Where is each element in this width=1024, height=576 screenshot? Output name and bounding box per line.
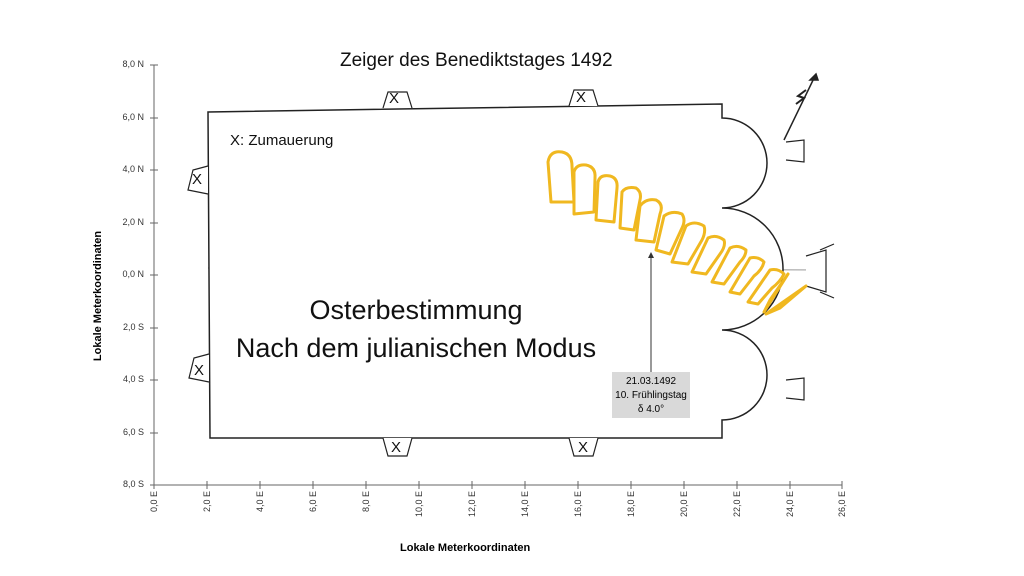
heading-line-2: Nach dem julianischen Modus [235,333,597,363]
wall-mark: X [194,362,205,379]
chart-title: Zeiger des Benediktstages 1492 [340,50,613,71]
niche-right-2 [785,377,805,401]
niche-right-3 [805,249,827,293]
y-tick-label: 6,0 N [122,112,144,122]
y-tick-label: 2,0 S [122,322,144,332]
niche-bottom-1 [382,437,413,457]
x-tick-label: 20,0 E [679,491,689,518]
heading-line-1: Osterbestimmung [309,295,523,325]
callout-arrowhead [648,252,654,258]
x-tick-label: 14,0 E [520,491,530,518]
y-axis-title: Lokale Meterkoordinaten [92,230,104,362]
date-callout: 21.03.1492 10. Frühlingstag δ 4.0° [612,372,690,418]
callout-day: 10. Frühlingstag [615,390,687,401]
x-tick-label: 0,0 E [149,491,159,513]
wall-mark: X [192,171,203,188]
niche-left-2 [188,353,210,383]
wall-mark: X [389,90,400,107]
x-tick-label: 2,0 E [202,491,212,513]
y-tick-label: 8,0 N [122,59,144,69]
x-tick-label: 24,0 E [785,491,795,518]
wall-mark: X [578,439,589,456]
building-outline [207,103,784,439]
x-tick-label: 4,0 E [255,491,265,513]
callout-declination: δ 4.0° [637,404,665,415]
x-tick-label: 16,0 E [573,491,583,518]
north-arrow [783,72,820,141]
x-tick-label: 18,0 E [626,491,636,518]
niche-bottom-2 [568,437,599,457]
y-tick-label: 0,0 N [122,269,144,279]
niche-top-1 [382,91,413,109]
niche-left-1 [187,165,209,195]
y-tick-label: 4,0 S [122,374,144,384]
x-tick-label: 22,0 E [732,491,742,518]
callout-date: 21.03.1492 [625,376,677,387]
shadow-curves [546,150,808,316]
y-tick-label: 4,0 N [122,164,144,174]
y-tick-label: 8,0 S [122,479,144,489]
niche-top-2 [568,89,599,107]
y-tick-label: 6,0 S [122,427,144,437]
x-axis-ticks [153,481,843,489]
legend-text: X: Zumauerung [230,132,334,149]
x-tick-label: 6,0 E [308,491,318,513]
y-axis-ticks [150,64,158,486]
y-tick-label: 2,0 N [122,217,144,227]
wall-mark: X [576,89,587,106]
niche-right-1 [785,139,805,163]
x-axis-title: Lokale Meterkoordinaten [400,542,531,554]
wall-mark: X [391,439,402,456]
x-tick-label: 8,0 E [361,491,371,513]
x-tick-label: 12,0 E [467,491,477,518]
x-tick-label: 10,0 E [414,491,424,518]
x-tick-label: 26,0 E [837,491,847,518]
